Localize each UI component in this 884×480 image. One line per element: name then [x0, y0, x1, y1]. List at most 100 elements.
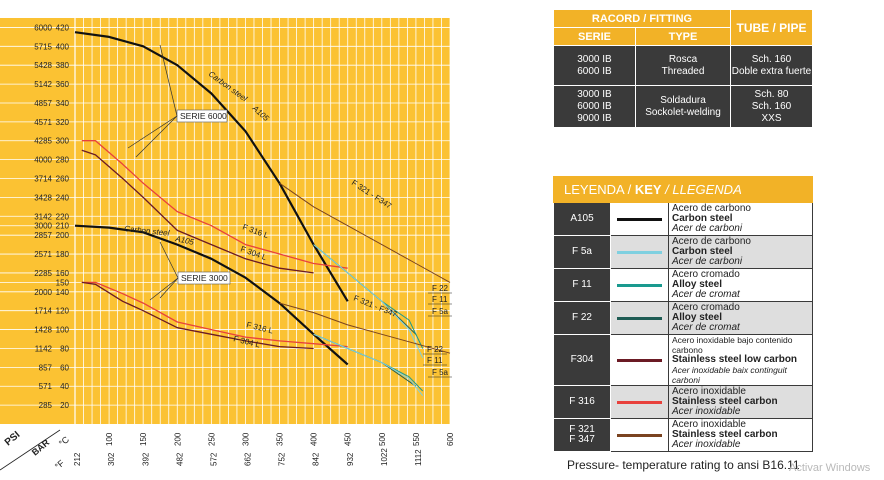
fahrenheit-tick-label: 752 [278, 452, 287, 466]
bar-tick-label: 150 [56, 278, 70, 287]
fahrenheit-tick-label: 842 [312, 452, 321, 466]
legend-desc-l1: Acero inoxidable [672, 419, 746, 430]
grid-lines [0, 18, 451, 424]
legend-swatch-line [617, 358, 662, 362]
fahrenheit-tick-label: 212 [73, 452, 82, 466]
psi-tick-label: 3000 [34, 222, 52, 231]
psi-tick-label: 5715 [34, 42, 52, 51]
serie-pointer [149, 277, 179, 301]
psi-tick-label: 3714 [34, 175, 52, 184]
bar-tick-label: 180 [56, 250, 70, 259]
psi-tick-label: 3142 [34, 212, 52, 221]
fahrenheit-tick-label: 572 [209, 452, 218, 466]
legend-row: F 321 F 347 Acero inoxidable Stainless ste… [553, 418, 813, 452]
legend-description: Acero inoxidable bajo contenido carbono S… [668, 334, 813, 386]
legend-code: A105 [553, 202, 611, 236]
legend-swatch [610, 385, 669, 419]
bar-tick-label: 160 [56, 269, 70, 278]
legend-title-key: KEY [634, 181, 662, 197]
fahrenheit-unit-label: °F [53, 458, 67, 472]
bar-tick-label: 260 [56, 175, 70, 184]
series-line [279, 182, 451, 283]
fahrenheit-tick-label: 932 [346, 452, 355, 466]
legend-row: F 22 Acero cromado Alloy steel Acer de crom… [553, 301, 813, 335]
f22-6000-label: F 22 [432, 284, 449, 293]
legend-description: Acero cromado Alloy steel Acer de cromat [668, 301, 813, 335]
psi-tick-label: 5142 [34, 80, 52, 89]
bar-tick-label: 20 [60, 401, 69, 410]
psi-tick-label: 6000 [34, 23, 52, 32]
bar-tick-label: 300 [56, 137, 70, 146]
legend-desc-l1: Acero inoxidable bajo contenido carbono [672, 335, 793, 355]
legend-row: F 11 Acero cromado Alloy steel Acer de crom… [553, 268, 813, 302]
psi-tick-label: 4571 [34, 118, 52, 127]
celsius-tick-label: 400 [310, 432, 319, 446]
serie-pointer [159, 44, 178, 117]
legend-row: A105 Acero de carbono Carbon steel Acer de … [553, 202, 813, 236]
row2-serie: 3000 IB 6000 IB 9000 IB [553, 85, 636, 128]
bar-tick-label: 140 [56, 288, 70, 297]
legend-desc-l2: Carbon steel [672, 213, 733, 224]
legend-desc-l1: Acero inoxidable [672, 386, 746, 397]
bar-tick-label: 120 [56, 307, 70, 316]
celsius-tick-label: 600 [446, 432, 455, 446]
serie-pointer [159, 277, 179, 299]
psi-unit-label: PSI [3, 429, 23, 448]
celsius-tick-label: 300 [241, 432, 250, 446]
legend-code: F 316 [553, 385, 611, 419]
bar-tick-label: 210 [56, 222, 70, 231]
fahrenheit-tick-label: 392 [141, 452, 150, 466]
fahrenheit-tick-label: 1112 [414, 449, 423, 466]
legend-desc-l2: Stainless steel carbon [672, 396, 778, 407]
legend-desc-l2: Stainless steel low carbon [672, 354, 798, 365]
legend-desc-l3: Acer inoxidable [672, 406, 741, 417]
series-line [279, 302, 451, 354]
legend-swatch [610, 235, 669, 269]
legend-desc-l3: Acer de carboni [672, 256, 743, 267]
psi-tick-label: 5428 [34, 61, 52, 70]
type-header: TYPE [635, 27, 731, 46]
legend-swatch-line [617, 250, 662, 254]
serie-header: SERIE [553, 27, 636, 46]
row1-serie: 3000 IB 6000 IB [553, 45, 636, 86]
legend-swatch [610, 268, 669, 302]
bar-tick-label: 360 [56, 80, 70, 89]
legend-swatch [610, 301, 669, 335]
bar-unit-label: BAR [30, 437, 52, 458]
bar-tick-label: 380 [56, 61, 70, 70]
series-line [81, 281, 314, 350]
racord-fitting-header: RACORD / FITTING [553, 9, 731, 28]
bar-tick-label: 60 [60, 363, 69, 372]
legend-code: F 22 [553, 301, 611, 335]
legend-swatch-line [617, 283, 662, 287]
psi-tick-label: 1428 [34, 326, 52, 335]
fahrenheit-tick-label: 302 [107, 452, 116, 466]
legend-desc-l3: Acer de carboni [672, 223, 743, 234]
psi-tick-label: 4285 [34, 137, 52, 146]
bar-tick-label: 100 [56, 326, 70, 335]
psi-tick-label: 1142 [35, 344, 53, 353]
bar-tick-label: 240 [56, 193, 70, 202]
legend-row: F 5a Acero de carbono Carbon steel Acer de … [553, 235, 813, 269]
row1-type: Rosca Threaded [635, 45, 731, 86]
f5a-6000-label: F 5a [432, 307, 449, 316]
row1-tube: Sch. 160 Doble extra fuerte [730, 45, 813, 86]
series-lines [74, 31, 451, 397]
legend-code: F 5a [553, 235, 611, 269]
legend-swatch [610, 334, 669, 386]
celsius-tick-label: 350 [276, 432, 285, 446]
bar-tick-label: 220 [56, 212, 70, 221]
legend-desc-l1: Acero cromado [672, 269, 740, 280]
fahrenheit-tick-label: 482 [175, 452, 184, 466]
celsius-tick-label: 100 [105, 432, 114, 446]
bar-tick-label: 40 [60, 382, 69, 391]
legend-desc-l1: Acero cromado [672, 302, 740, 313]
fahrenheit-tick-label: 1022 [380, 448, 389, 466]
row2-type: Soldadura Sockolet-welding [635, 85, 731, 128]
serie-6000-label: SERIE 6000 [180, 111, 227, 121]
celsius-unit-label: °C [57, 434, 72, 448]
legend-code: F 11 [553, 268, 611, 302]
legend-desc-l1: Acero de carbono [672, 203, 751, 214]
legend-desc-l2: Carbon steel [672, 246, 733, 257]
serie-pointer [159, 241, 179, 279]
